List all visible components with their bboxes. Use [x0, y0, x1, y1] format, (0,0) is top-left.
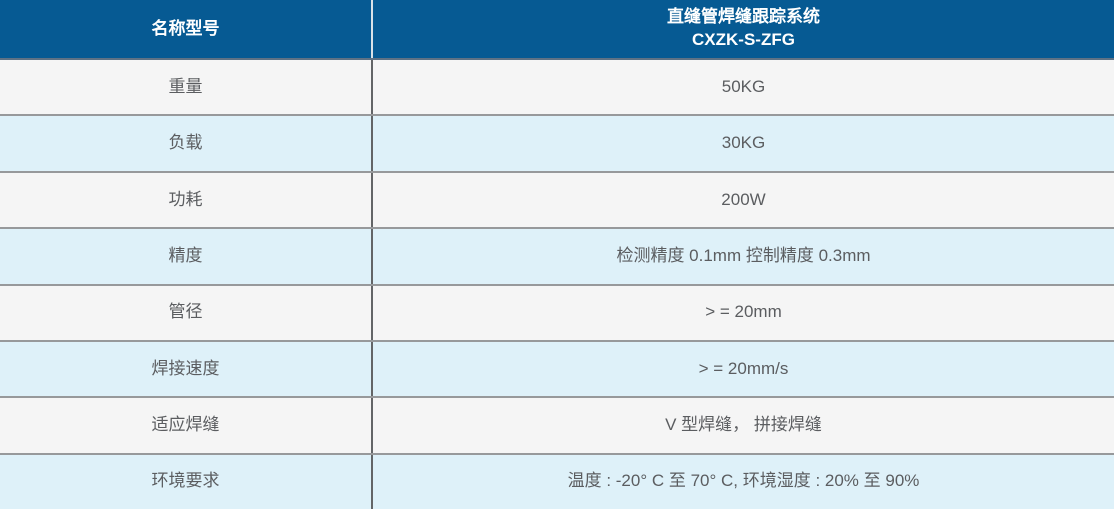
- table-row-pipe-diameter: 管径 > = 20mm: [0, 283, 1114, 340]
- spec-value-text: > = 20mm: [705, 302, 782, 322]
- spec-value-cell: > = 20mm/s: [373, 342, 1114, 396]
- table-row-environment: 环境要求 温度 : -20° C 至 70° C, 环境湿度 : 20% 至 9…: [0, 452, 1114, 509]
- spec-value-cell: 检测精度 0.1mm 控制精度 0.3mm: [373, 229, 1114, 283]
- spec-value-text: V 型焊缝， 拼接焊缝: [665, 415, 822, 435]
- spec-value-text: > = 20mm/s: [698, 358, 789, 378]
- header-label-cell: 名称型号: [0, 0, 373, 58]
- spec-label-text: 重量: [168, 76, 203, 96]
- spec-value-cell: 30KG: [373, 116, 1114, 170]
- table-row-welding-speed: 焊接速度 > = 20mm/s: [0, 339, 1114, 397]
- header-product-title: 直缝管焊缝跟踪系统 CXZK-S-ZFG: [667, 6, 820, 52]
- spec-value-cell: 50KG: [373, 60, 1114, 114]
- spec-label-cell: 功耗: [0, 172, 373, 228]
- spec-label-text: 负载: [168, 133, 203, 153]
- spec-label-text: 环境要求: [151, 471, 220, 491]
- header-label-text: 名称型号: [151, 18, 220, 38]
- spec-value-cell: V 型焊缝， 拼接焊缝: [373, 398, 1114, 452]
- spec-label-text: 焊接速度: [151, 358, 220, 378]
- table-row-weight: 重量 50KG: [0, 58, 1114, 115]
- spec-label-cell: 焊接速度: [0, 341, 373, 397]
- spec-value-text: 温度 : -20° C 至 70° C, 环境湿度 : 20% 至 90%: [567, 471, 920, 491]
- product-name-text: 直缝管焊缝跟踪系统: [667, 7, 820, 27]
- spec-value-text: 50KG: [721, 76, 766, 96]
- spec-label-text: 管径: [168, 302, 203, 322]
- spec-label-cell: 重量: [0, 60, 373, 115]
- product-model-text: CXZK-S-ZFG: [692, 30, 795, 49]
- spec-value-cell: 温度 : -20° C 至 70° C, 环境湿度 : 20% 至 90%: [373, 455, 1114, 509]
- spec-label-cell: 负载: [0, 116, 373, 171]
- spec-label-cell: 适应焊缝: [0, 398, 373, 453]
- spec-label-cell: 管径: [0, 285, 373, 340]
- table-header-row: 名称型号 直缝管焊缝跟踪系统 CXZK-S-ZFG: [0, 0, 1114, 58]
- spec-value-cell: 200W: [373, 173, 1114, 227]
- spec-label-text: 精度: [168, 245, 203, 265]
- spec-label-cell: 精度: [0, 229, 373, 284]
- spec-label-text: 适应焊缝: [151, 415, 220, 435]
- table-row-weld-types: 适应焊缝 V 型焊缝， 拼接焊缝: [0, 396, 1114, 453]
- spec-label-text: 功耗: [168, 189, 203, 209]
- table-row-load: 负载 30KG: [0, 114, 1114, 171]
- table-row-power: 功耗 200W: [0, 170, 1114, 228]
- spec-value-text: 检测精度 0.1mm 控制精度 0.3mm: [616, 245, 871, 265]
- header-product-cell: 直缝管焊缝跟踪系统 CXZK-S-ZFG: [373, 0, 1114, 58]
- spec-label-cell: 环境要求: [0, 454, 373, 509]
- spec-value-text: 30KG: [721, 133, 766, 153]
- spec-value-cell: > = 20mm: [373, 286, 1114, 340]
- table-row-accuracy: 精度 检测精度 0.1mm 控制精度 0.3mm: [0, 227, 1114, 284]
- spec-value-text: 200W: [721, 189, 766, 209]
